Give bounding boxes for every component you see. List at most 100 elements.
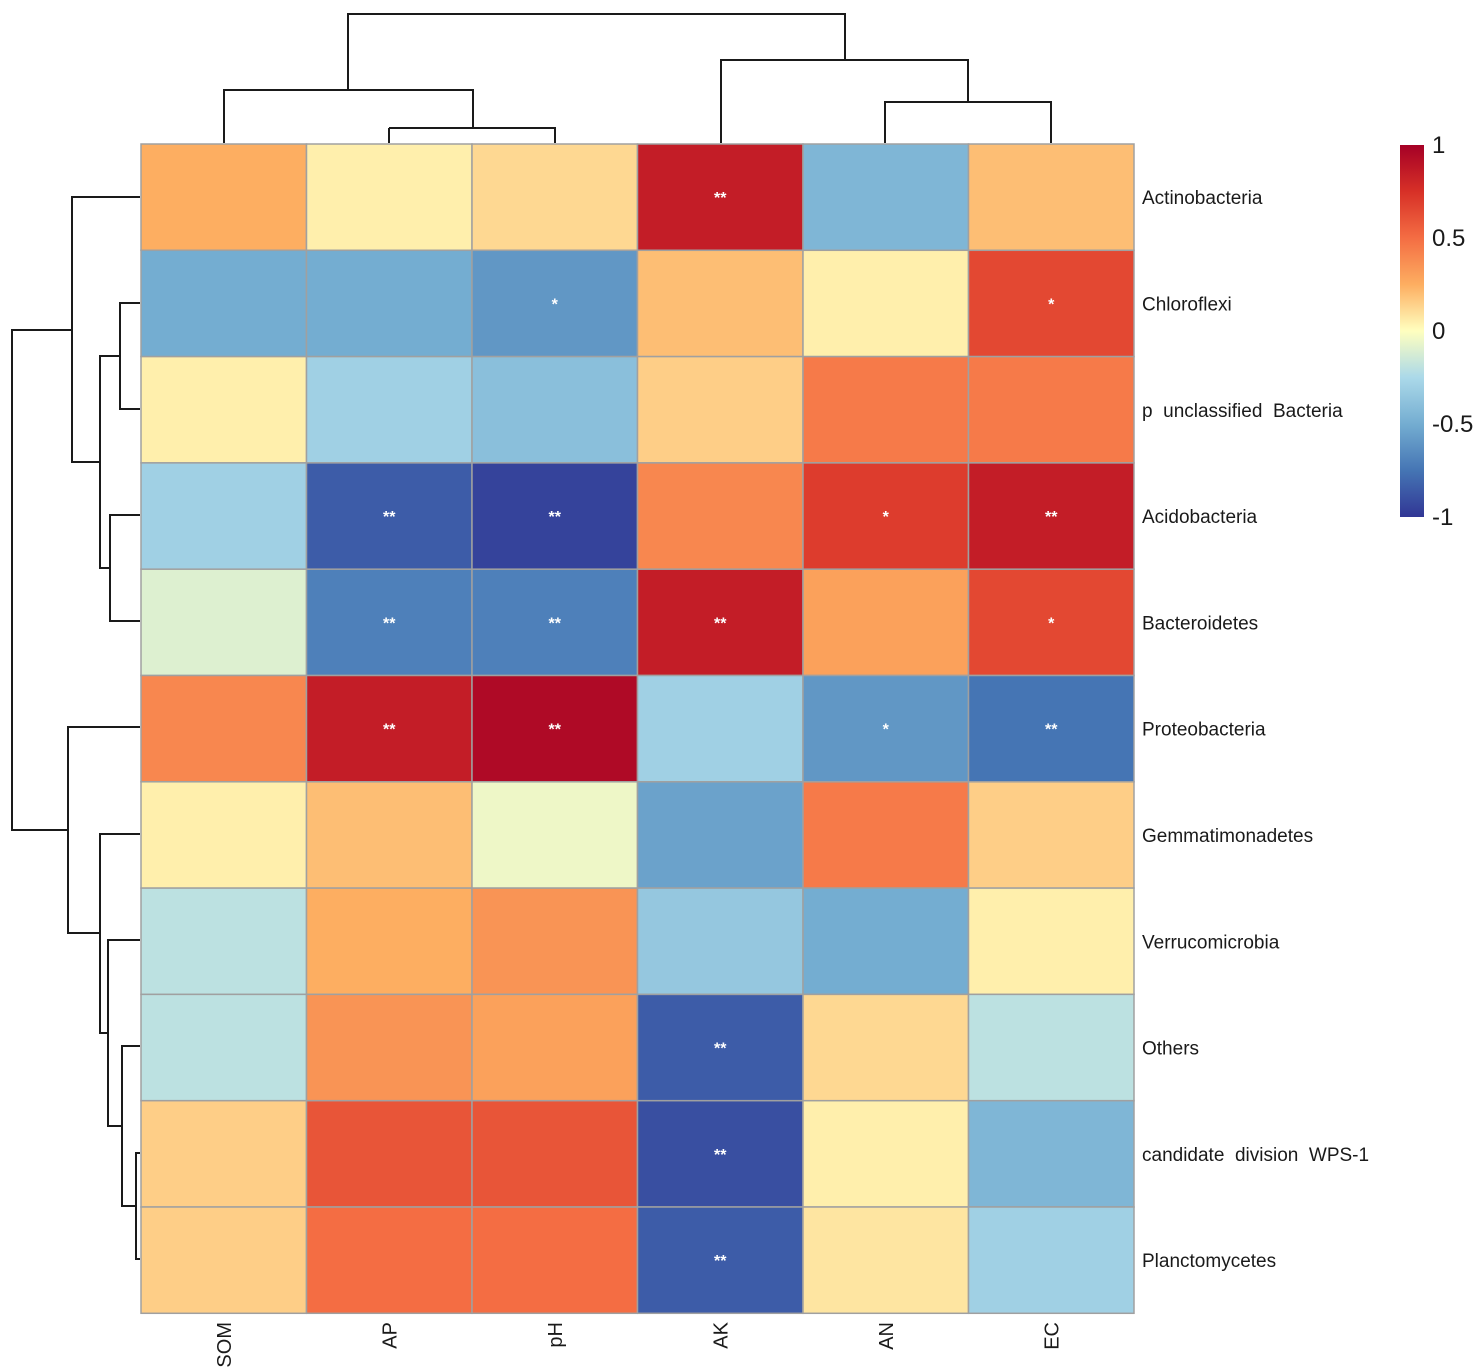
heatmap-cell: [636, 674, 804, 783]
heatmap-cell: [471, 1206, 639, 1315]
significance-mark: **: [1045, 722, 1058, 739]
heatmap-cell: [140, 993, 308, 1102]
heatmap-cell: [471, 781, 639, 889]
significance-mark: *: [883, 509, 890, 526]
heatmap-cell: [802, 1099, 970, 1208]
heatmap-cell: [140, 674, 308, 783]
heatmap-cell: [802, 143, 970, 252]
significance-mark: **: [714, 1147, 727, 1164]
column-label: SOM: [214, 1322, 236, 1368]
heatmap-cell: [636, 1099, 804, 1208]
column-labels: SOM AP pH AK AN EC: [214, 1321, 1064, 1367]
colorbar-tick-label: 0: [1432, 318, 1445, 345]
column-label: AP: [379, 1322, 401, 1349]
heatmap-cell: [636, 568, 804, 677]
heatmap-cell: [305, 568, 473, 677]
significance-marks: *** *** ** * **** ** ** *** ** * ********: [383, 190, 1058, 1270]
heatmap-cell: [140, 887, 308, 996]
column-label: AN: [876, 1322, 898, 1350]
significance-mark: **: [714, 190, 727, 207]
colorbar-gradient: [1400, 145, 1424, 517]
colorbar-tick-label: -1: [1432, 504, 1453, 531]
column-label: AK: [710, 1321, 732, 1348]
heatmap-cell: [967, 887, 1135, 996]
row-label: Chloroflexi: [1142, 294, 1232, 315]
column-label: EC: [1041, 1322, 1063, 1350]
heatmap-cell: [636, 355, 804, 464]
heatmap-cell: [967, 1099, 1135, 1208]
column-dendrogram: [223, 13, 1052, 143]
heatmap-cell: [802, 674, 970, 783]
significance-mark: **: [383, 615, 396, 632]
heatmap-cell: [140, 249, 308, 358]
heatmap-cell: [471, 993, 639, 1102]
heatmap-cell: [967, 1206, 1135, 1315]
heatmap-cell: [967, 355, 1135, 464]
heatmap-cell: [471, 355, 639, 464]
heatmap-cell: [140, 568, 308, 677]
heatmap-cell: [305, 887, 473, 996]
row-labels: Actinobacteria Chloroflexi p unclassified …: [1142, 188, 1369, 1272]
heatmap-cell: [305, 462, 473, 570]
significance-mark: **: [714, 1253, 727, 1270]
heatmap-cell: [305, 781, 473, 889]
heatmap-cell: [636, 143, 804, 252]
heatmap-cell: [967, 249, 1135, 358]
heatmap-cell: [636, 1206, 804, 1315]
heatmap-cell: [471, 1099, 639, 1208]
heatmap-cell: [802, 993, 970, 1102]
heatmap-cell: [305, 249, 473, 358]
significance-mark: **: [1045, 509, 1058, 526]
heatmap-cell: [305, 674, 473, 783]
heatmap-cell: [471, 143, 639, 252]
heatmap-cell: [305, 1099, 473, 1208]
significance-mark: **: [383, 509, 396, 526]
heatmap-cell: [967, 568, 1135, 677]
colorbar-ticks: 1 0.5 0 -0.5 -1: [1432, 132, 1473, 531]
colorbar-tick-label: -0.5: [1432, 411, 1473, 438]
row-label: Bacteroidetes: [1142, 613, 1258, 634]
row-label: Verrucomicrobia: [1142, 932, 1280, 953]
heatmap-cell: [802, 781, 970, 889]
row-label: candidate division WPS-1: [1142, 1145, 1369, 1166]
heatmap-cell: [140, 1206, 308, 1315]
row-label: Acidobacteria: [1142, 507, 1258, 528]
heatmap-cell: [636, 781, 804, 889]
heatmap-cell: [802, 568, 970, 677]
significance-mark: *: [883, 722, 890, 739]
heatmap-cell: [967, 674, 1135, 783]
heatmap-cell: [967, 143, 1135, 252]
heatmap-cell: [140, 143, 308, 252]
heatmap-cell: [471, 887, 639, 996]
significance-mark: **: [549, 722, 562, 739]
heatmap-cell: [802, 1206, 970, 1315]
heatmap-cells: [140, 143, 1135, 1315]
row-dendrogram: [11, 196, 140, 1260]
heatmap-cell: [305, 993, 473, 1102]
row-label: Actinobacteria: [1142, 188, 1263, 209]
row-label: Planctomycetes: [1142, 1251, 1276, 1272]
significance-mark: **: [383, 722, 396, 739]
heatmap-cell: [140, 781, 308, 889]
heatmap-cell: [305, 355, 473, 464]
row-label: Gemmatimonadetes: [1142, 826, 1313, 847]
colorbar-tick-label: 0.5: [1432, 225, 1465, 252]
heatmap-cell: [636, 249, 804, 358]
heatmap-cell: [636, 993, 804, 1102]
significance-mark: **: [714, 615, 727, 632]
significance-mark: *: [552, 296, 559, 313]
row-label: Proteobacteria: [1142, 720, 1266, 741]
significance-mark: *: [1048, 296, 1055, 313]
heatmap-cell: [140, 462, 308, 570]
heatmap-cell: [636, 462, 804, 570]
heatmap-cell: [305, 143, 473, 252]
heatmap-cell: [471, 249, 639, 358]
heatmap-cell: [967, 781, 1135, 889]
heatmap-cell: [802, 462, 970, 570]
significance-mark: **: [714, 1041, 727, 1058]
significance-mark: **: [549, 615, 562, 632]
heatmap-cell: [471, 462, 639, 570]
column-label: pH: [545, 1322, 567, 1348]
colorbar: 1 0.5 0 -0.5 -1: [1400, 132, 1473, 531]
